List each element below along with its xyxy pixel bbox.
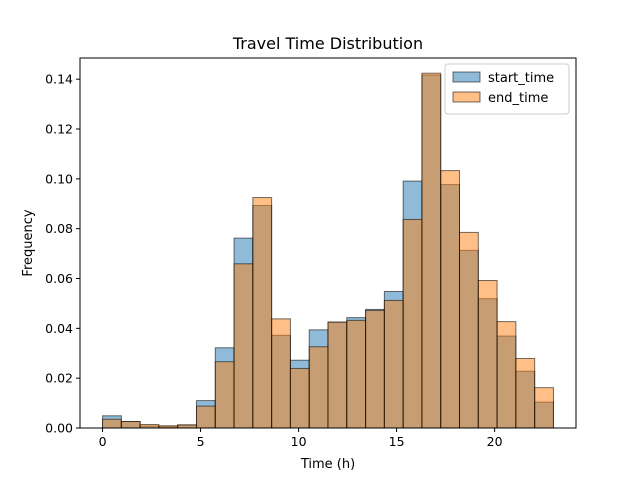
x-tick-label: 0 (99, 434, 107, 449)
y-tick-label: 0.00 (45, 421, 73, 436)
bar-end_time-1 (120, 421, 141, 429)
bar-end_time-18 (440, 170, 461, 429)
bar-end_time-8 (252, 197, 273, 429)
chart-title: Travel Time Distribution (232, 34, 423, 53)
legend-label-start_time: start_time (488, 71, 554, 86)
bars-layer (102, 72, 554, 429)
bar-end_time-19 (459, 231, 479, 429)
bar-end_time-5 (195, 405, 216, 429)
y-tick-label: 0.08 (45, 221, 73, 236)
legend-swatch-start_time (452, 71, 481, 83)
bar-end_time-21 (496, 321, 517, 429)
y-tick-label: 0.02 (45, 371, 73, 386)
bar-end_time-23 (534, 387, 554, 429)
bar-end_time-10 (289, 367, 310, 429)
bar-end_time-6 (214, 361, 235, 429)
bar-end_time-0 (102, 418, 122, 429)
x-tick-label: 10 (291, 434, 307, 449)
bar-end_time-20 (477, 279, 498, 429)
x-axis-ticks: 0 5 10 15 20 (99, 428, 503, 449)
bar-end_time-22 (515, 357, 536, 429)
y-tick-label: 0.14 (45, 72, 73, 87)
x-tick-label: 5 (197, 434, 205, 449)
legend-label-end_time: end_time (488, 91, 548, 106)
bar-end_time-12 (327, 321, 348, 429)
y-tick-label: 0.10 (45, 171, 73, 186)
y-axis-label: Frequency (21, 209, 36, 276)
y-axis-ticks: 0.00 0.02 0.04 0.06 0.08 0.10 0.12 0.14 (45, 72, 80, 436)
y-tick-label: 0.04 (45, 321, 73, 336)
bar-end_time-16 (402, 218, 423, 429)
bar-end_time-11 (308, 346, 329, 429)
bar-end_time-7 (233, 263, 254, 429)
x-axis-label: Time (h) (300, 457, 355, 472)
legend-swatch-end_time (452, 91, 481, 103)
bar-end_time-13 (346, 319, 367, 429)
bar-end_time-15 (383, 299, 404, 429)
bar-end_time-9 (271, 318, 291, 429)
bar-end_time-2 (139, 424, 160, 429)
y-tick-label: 0.06 (45, 271, 73, 286)
bar-end_time-17 (421, 72, 442, 429)
x-tick-label: 15 (389, 434, 405, 449)
plot-frame (79, 57, 577, 429)
bar-end_time-14 (365, 309, 385, 429)
legend: start_time end_time (444, 63, 570, 115)
y-tick-label: 0.12 (45, 122, 73, 137)
x-tick-label: 20 (487, 434, 503, 449)
